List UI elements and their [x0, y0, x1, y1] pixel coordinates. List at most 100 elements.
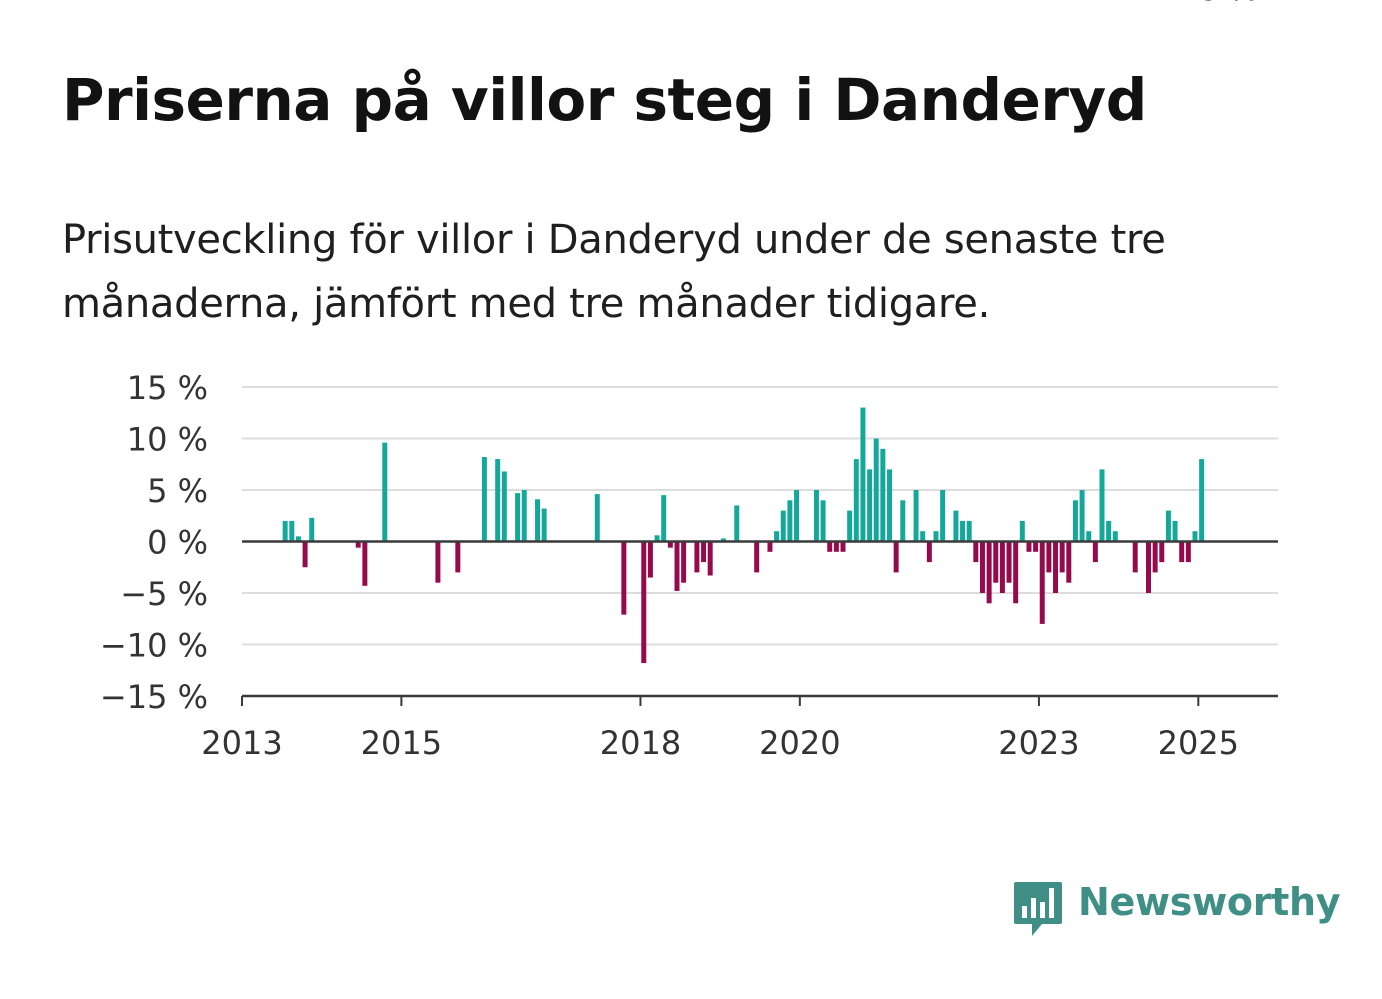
bar	[973, 541, 979, 563]
bar	[654, 535, 660, 542]
bar	[435, 541, 441, 583]
bar	[694, 541, 700, 573]
bar	[1099, 469, 1105, 542]
x-tick-label: 2013	[201, 724, 282, 762]
bar	[1072, 500, 1078, 542]
y-tick-label: 0 %	[147, 524, 208, 562]
bar	[913, 490, 919, 542]
bar	[1159, 541, 1165, 563]
bar	[1079, 490, 1085, 542]
bar	[1092, 541, 1098, 563]
bar	[355, 541, 361, 548]
bar	[309, 517, 315, 542]
bar	[621, 541, 627, 615]
bar	[647, 541, 653, 578]
bar	[780, 510, 786, 542]
bar	[993, 541, 999, 583]
bar	[813, 490, 819, 542]
bar	[667, 541, 673, 548]
bar	[787, 500, 793, 542]
bar	[535, 499, 541, 542]
x-axis-tick-labels: 2013 2015 2018 2020 2023 2025	[201, 724, 1239, 762]
bar	[887, 469, 892, 542]
bar	[920, 531, 926, 542]
bar	[926, 541, 932, 563]
bar	[455, 541, 461, 573]
bar	[282, 520, 288, 542]
bar	[521, 490, 527, 542]
bar	[827, 541, 833, 552]
y-tick-label: 5 %	[147, 472, 208, 510]
bar	[720, 538, 726, 542]
bar	[1152, 541, 1158, 573]
bar	[594, 494, 600, 542]
bar	[1112, 531, 1118, 542]
bar	[767, 541, 773, 552]
bar	[979, 541, 985, 593]
chart-subtitle: Prisutveckling för villor i Danderyd und…	[62, 217, 1166, 327]
bar	[1146, 541, 1151, 593]
bar	[289, 520, 295, 542]
bar	[953, 510, 959, 542]
bar	[1013, 541, 1019, 604]
bar	[1019, 520, 1025, 542]
x-tick-label: 2018	[600, 724, 681, 762]
bar	[1199, 459, 1205, 542]
bar	[515, 493, 521, 542]
y-axis-tick-labels: 15 % 10 % 5 % 0 % −5 % −10 % −15 %	[100, 369, 208, 716]
bar	[1006, 541, 1012, 583]
bar	[847, 510, 853, 542]
bar	[701, 541, 707, 563]
bar	[362, 541, 368, 586]
end-value-label: 8 %	[1198, 0, 1259, 8]
x-tick-label: 2023	[998, 724, 1079, 762]
bar	[1059, 541, 1065, 573]
bar	[295, 536, 301, 542]
y-tick-label: 15 %	[127, 369, 208, 407]
bar	[681, 541, 687, 583]
bar	[1172, 520, 1178, 542]
bar	[840, 541, 846, 552]
bar	[641, 541, 647, 664]
bar	[900, 500, 906, 542]
bar	[794, 490, 800, 542]
bar	[541, 508, 547, 542]
bar	[754, 541, 760, 573]
bar	[1106, 520, 1112, 542]
bar	[774, 531, 780, 542]
bar	[674, 541, 680, 591]
bar	[860, 407, 866, 542]
bar	[1086, 531, 1092, 542]
annotations: 8 %	[1194, 0, 1263, 40]
bar	[1192, 531, 1198, 542]
end-label-background	[1194, 0, 1263, 40]
x-tick-label: 2025	[1158, 724, 1239, 762]
bar	[933, 531, 939, 542]
bar	[960, 520, 966, 542]
bar	[302, 541, 308, 568]
bar	[1179, 541, 1185, 563]
bar	[382, 442, 388, 542]
bar	[1132, 541, 1138, 573]
y-tick-label: −10 %	[100, 627, 208, 665]
x-tick-label: 2020	[759, 724, 840, 762]
bar	[833, 541, 839, 552]
bar	[1039, 541, 1045, 624]
bar	[940, 490, 946, 542]
bar	[1033, 541, 1039, 552]
newsworthy-logo: Newsworthy	[1010, 878, 1341, 942]
bar	[1053, 541, 1059, 593]
bar	[1026, 541, 1032, 552]
y-tick-label: 10 %	[127, 421, 208, 459]
bar	[999, 541, 1005, 593]
bar	[867, 469, 873, 542]
bar	[873, 438, 879, 542]
bar	[1165, 510, 1171, 542]
y-tick-label: −5 %	[120, 575, 208, 613]
bar	[1066, 541, 1072, 583]
bars	[282, 407, 1205, 664]
bar	[820, 500, 826, 542]
bar	[1046, 541, 1052, 573]
bar	[661, 495, 667, 542]
bar	[734, 505, 740, 542]
